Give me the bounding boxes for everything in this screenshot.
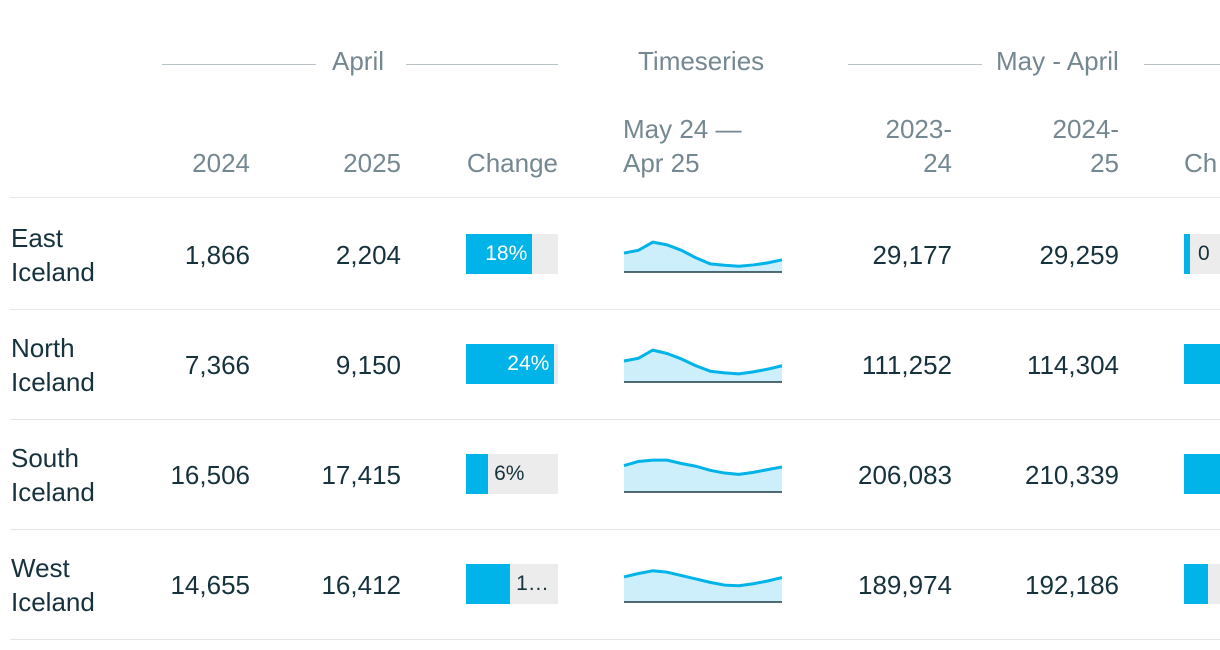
- value-2024-25: 192,186: [1025, 570, 1119, 600]
- value-2024-25: 29,259: [1039, 240, 1119, 270]
- col-header-2023-24-line2: 24: [923, 148, 952, 178]
- col-header-change-2[interactable]: Ch: [1184, 148, 1218, 178]
- group-april-line-left: [162, 64, 316, 65]
- change-bar: 18%: [466, 234, 558, 274]
- region-name-line1: West: [11, 553, 70, 583]
- value-2025: 2,204: [335, 240, 401, 270]
- value-2023-24: 29,177: [872, 240, 952, 270]
- row-divider: [10, 639, 1220, 640]
- col-header-2023-24-line1: 2023-: [885, 114, 953, 144]
- change-2-bar-fill: [1184, 234, 1190, 274]
- change-2-bar: [1184, 564, 1220, 604]
- change-bar-label: 24%: [507, 352, 550, 375]
- region-name-line2: Iceland: [11, 587, 95, 617]
- change-bar-label: 6%: [494, 462, 525, 485]
- col-header-timeseries-range-line2: Apr 25: [623, 148, 700, 178]
- sparkline-line: [623, 569, 783, 588]
- group-may-april-label: May - April: [996, 46, 1119, 76]
- value-2024-25: 210,339: [1025, 460, 1119, 490]
- change-2-bar-fill: [1184, 344, 1220, 384]
- change-bar: 6%: [466, 454, 558, 494]
- sparkline-area: [624, 460, 782, 492]
- change-bar-fill: [466, 234, 533, 274]
- change-bar-fill: [466, 344, 555, 384]
- sparkline-line: [623, 240, 783, 268]
- change-bar-fill: [466, 564, 511, 604]
- row-divider: [10, 529, 1220, 530]
- group-april: April: [162, 46, 558, 82]
- col-header-2024[interactable]: 2024: [192, 148, 250, 178]
- change-bar-label: 1…: [516, 572, 549, 595]
- sparkline-chart: [623, 348, 783, 383]
- change-bar: 1…: [466, 564, 558, 604]
- sparkline-area: [624, 242, 782, 272]
- region-name-line1: East: [11, 223, 64, 253]
- col-header-change[interactable]: Change: [466, 148, 558, 178]
- col-header-2024-25-line2: 25: [1090, 148, 1119, 178]
- change-2-bar-fill: [1184, 454, 1220, 494]
- region-name-line2: Iceland: [11, 257, 95, 287]
- region-name: North Iceland: [11, 331, 95, 399]
- region-name: East Iceland: [11, 221, 95, 289]
- change-bar-label: 18%: [485, 242, 528, 265]
- region-name-line1: North: [11, 333, 75, 363]
- col-header-2025[interactable]: 2025: [343, 148, 401, 178]
- header-divider: [10, 197, 1220, 198]
- value-2024-25: 114,304: [1026, 350, 1119, 380]
- change-2-bar: 0: [1184, 234, 1220, 274]
- value-2025: 9,150: [335, 350, 401, 380]
- value-2025: 17,415: [321, 460, 401, 490]
- value-2024: 16,506: [170, 460, 250, 490]
- value-2025: 16,412: [321, 570, 401, 600]
- change-bar-fill: [466, 454, 489, 494]
- group-may-april-line-left: [848, 64, 982, 65]
- region-name-line2: Iceland: [11, 367, 95, 397]
- region-name-line2: Iceland: [11, 477, 95, 507]
- group-may-april: May - April: [848, 46, 1220, 82]
- group-timeseries-label: Timeseries: [638, 46, 765, 76]
- sparkline-chart: [623, 569, 783, 603]
- sparkline-line: [623, 458, 783, 476]
- region-name: West Iceland: [11, 551, 95, 619]
- row-divider: [10, 419, 1220, 420]
- change-2-bar: [1184, 454, 1220, 494]
- value-2023-24: 206,083: [858, 460, 952, 490]
- row-divider: [10, 309, 1220, 310]
- col-header-2023-24[interactable]: 2023- 24: [850, 112, 953, 180]
- group-may-april-line-right: [1144, 64, 1220, 65]
- group-april-label: April: [332, 46, 385, 76]
- change-2-bar-label: 0: [1198, 242, 1210, 265]
- sparkline-chart: [623, 240, 783, 273]
- col-header-timeseries-range[interactable]: May 24 — Apr 25: [623, 112, 742, 180]
- value-2024: 14,655: [170, 570, 250, 600]
- col-header-timeseries-range-line1: May 24 —: [623, 114, 742, 144]
- value-2023-24: 111,252: [861, 350, 952, 380]
- sparkline-line: [623, 348, 783, 376]
- value-2024: 7,366: [184, 350, 250, 380]
- sparkline-area: [624, 570, 782, 602]
- region-name-line1: South: [11, 443, 79, 473]
- value-2023-24: 189,974: [858, 570, 952, 600]
- group-april-line-right: [406, 64, 558, 65]
- sparkline-chart: [623, 458, 783, 493]
- col-header-2024-25-line1: 2024-: [1052, 114, 1120, 144]
- change-bar: 24%: [466, 344, 558, 384]
- group-timeseries: Timeseries: [622, 46, 792, 82]
- change-2-bar-fill: [1184, 564, 1208, 604]
- value-2024: 1,866: [184, 240, 250, 270]
- col-header-2024-25[interactable]: 2024- 25: [1018, 112, 1120, 180]
- change-2-bar: [1184, 344, 1220, 384]
- region-name: South Iceland: [11, 441, 95, 509]
- sparkline-area: [624, 350, 782, 382]
